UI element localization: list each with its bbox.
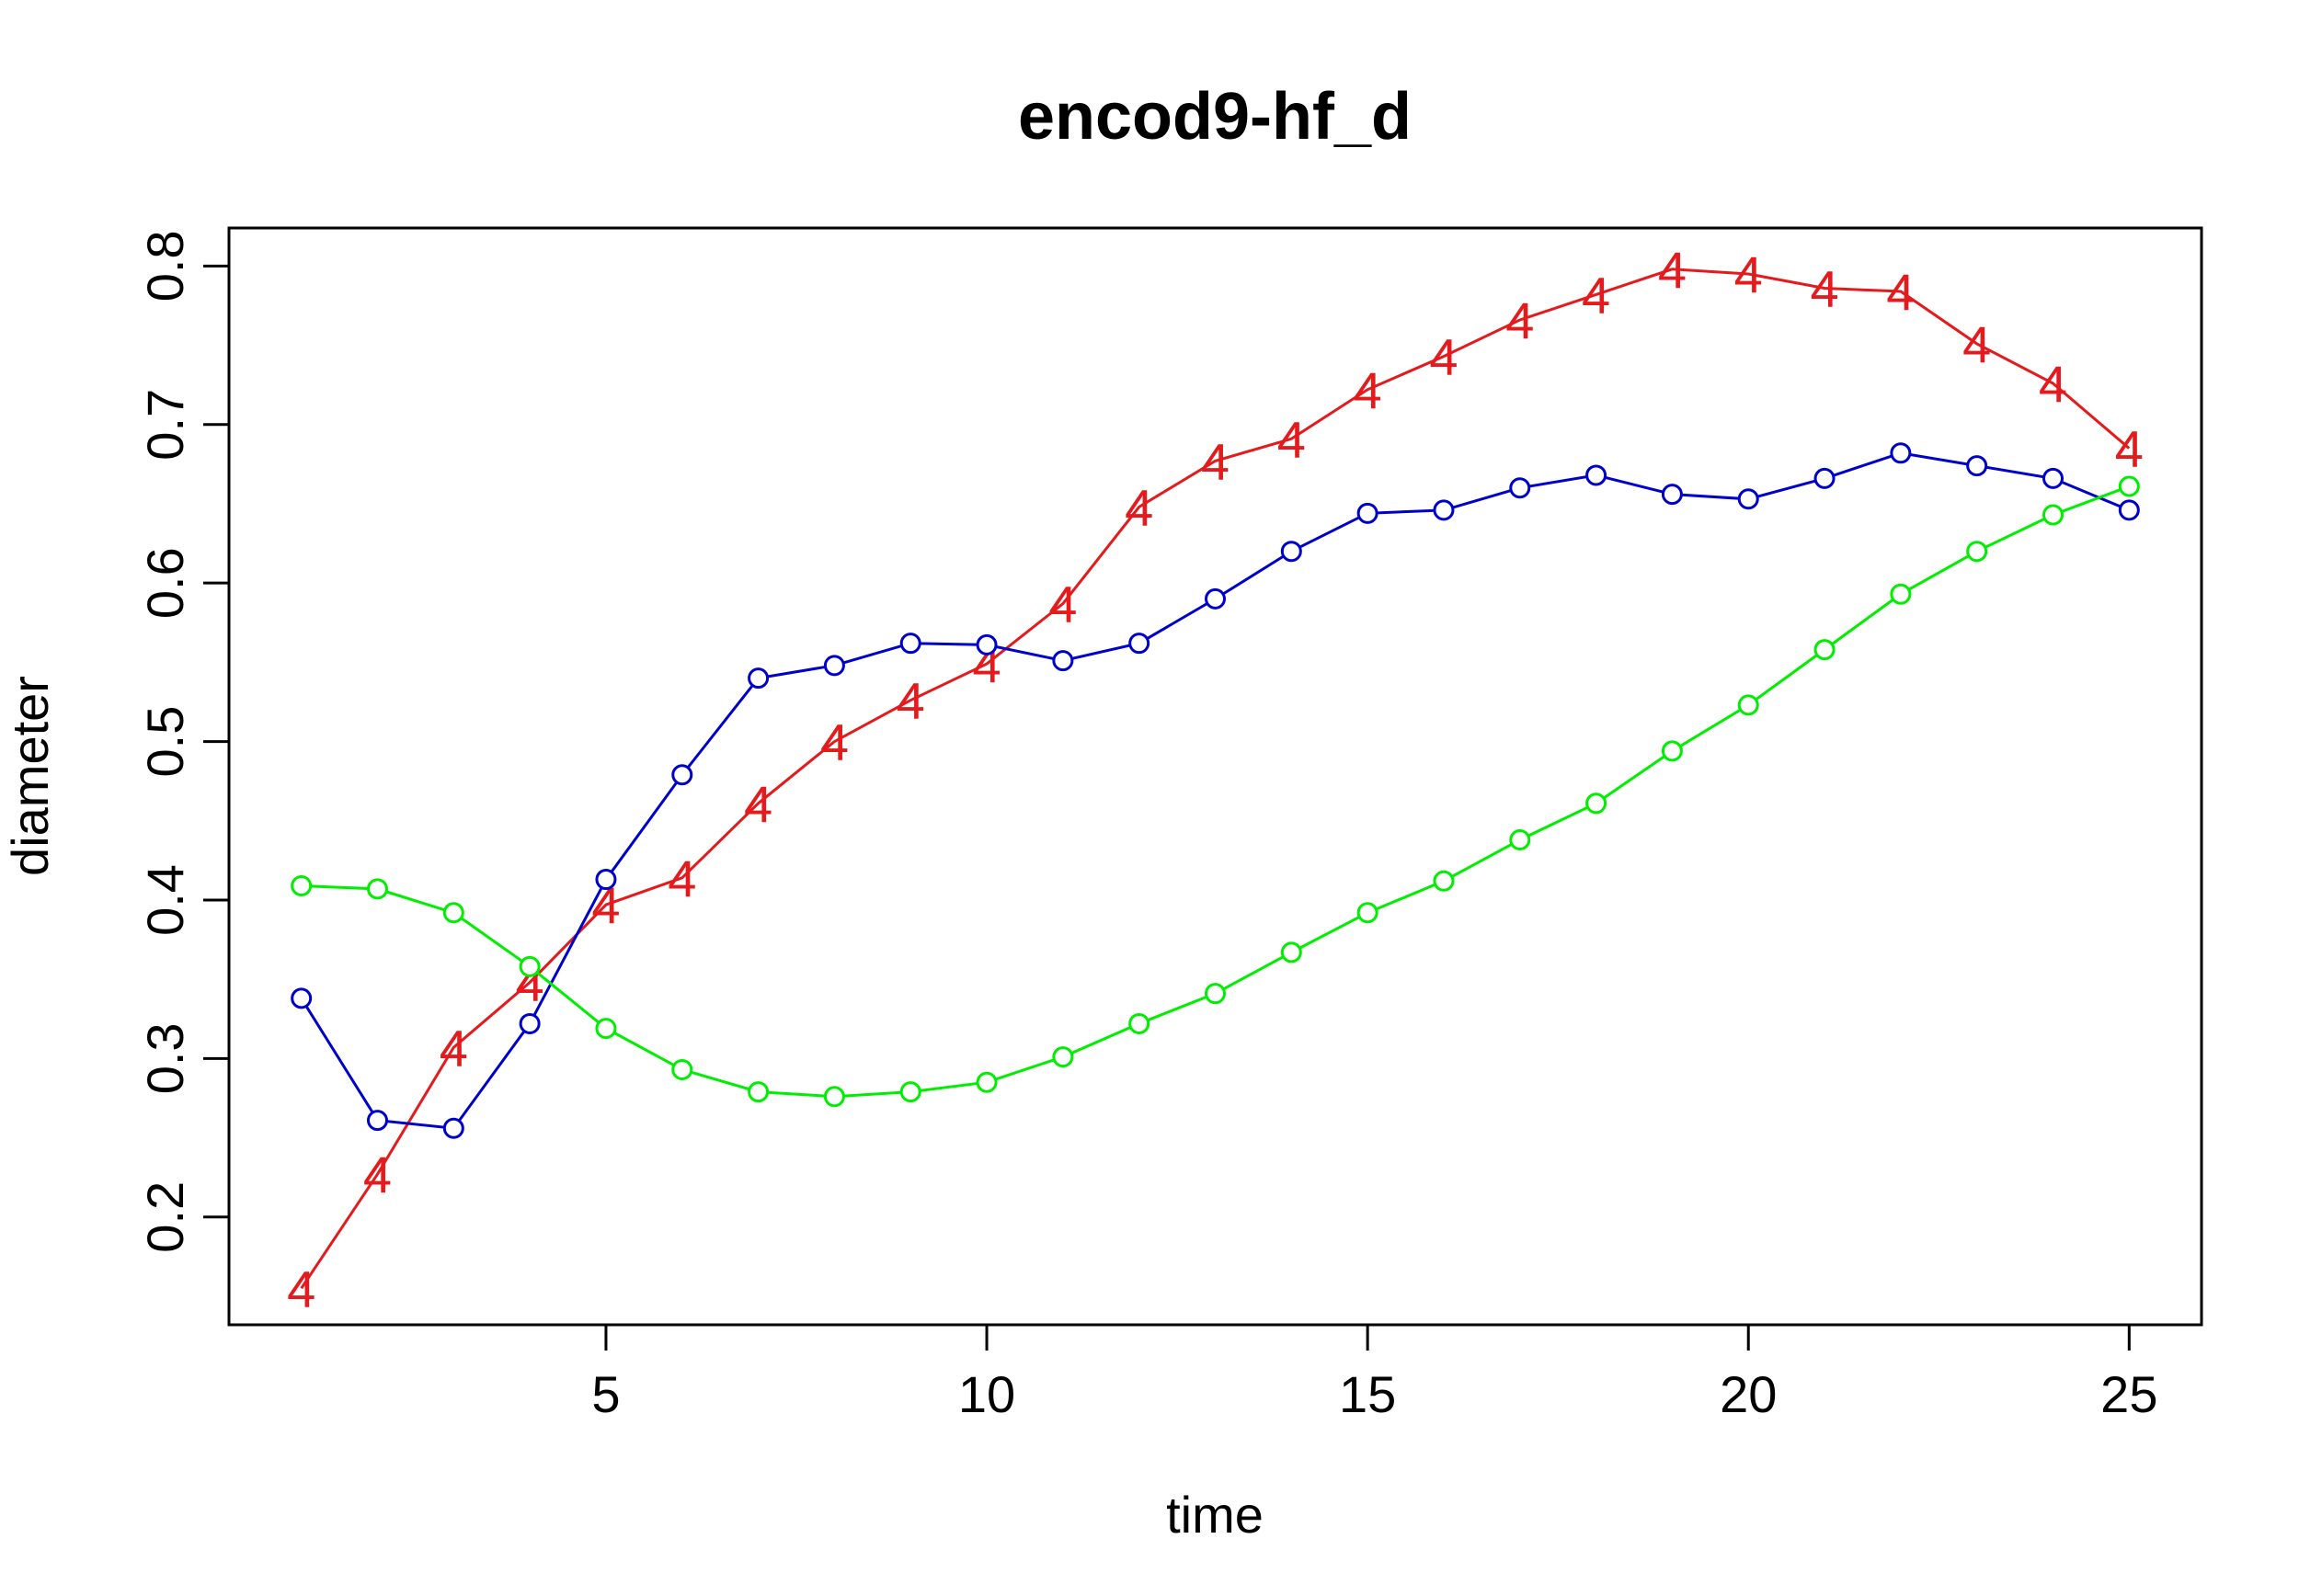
data-point-label: 4 [1962, 315, 1991, 373]
data-point [1585, 792, 1607, 815]
data-point-label: 4 [744, 775, 772, 833]
data-point [748, 1081, 770, 1103]
chart-title: encod9-hf_d [1018, 80, 1412, 154]
y-tick-label: 0.4 [136, 864, 194, 936]
data-point-label: 4 [2115, 420, 2144, 478]
x-axis: 5 10 15 20 25 [591, 1323, 2157, 1423]
data-point [1433, 870, 1455, 892]
data-point [1356, 902, 1378, 924]
data-point-label: 4 [1658, 241, 1687, 299]
data-point [1737, 694, 1759, 716]
data-point [1128, 633, 1150, 655]
series-3 [291, 475, 2140, 1108]
y-tick-label: 0.6 [136, 547, 194, 619]
series-line [300, 451, 2130, 1130]
data-point [1433, 499, 1455, 521]
data-point [1585, 464, 1607, 486]
data-point-label: 4 [897, 672, 925, 730]
data-point [976, 633, 998, 656]
plot-frame [227, 226, 2203, 1327]
data-point-label: 4 [440, 1019, 468, 1077]
x-axis-label: time [1166, 1486, 1264, 1544]
data-point [2042, 467, 2065, 489]
data-point [1205, 587, 1226, 610]
series-2 [291, 442, 2140, 1139]
data-point [823, 655, 845, 677]
data-point [1890, 583, 1912, 605]
data-point [1661, 740, 1683, 762]
x-tick-label: 15 [1339, 1365, 1396, 1423]
data-point-label: 4 [1582, 266, 1610, 324]
x-tick-label: 5 [591, 1365, 620, 1423]
data-point-label: 4 [1810, 260, 1838, 318]
data-point [595, 869, 617, 891]
data-point [823, 1086, 845, 1108]
data-point [1737, 488, 1759, 510]
data-point-label: 4 [1277, 410, 1306, 468]
data-point [899, 633, 921, 655]
data-point [1813, 639, 1836, 661]
data-point [442, 902, 464, 924]
data-point-label: 4 [363, 1146, 392, 1203]
data-point [1128, 1012, 1150, 1034]
data-point [2118, 499, 2140, 521]
data-point-label: 4 [668, 849, 696, 907]
data-point-label: 4 [1354, 361, 1382, 419]
data-point [291, 874, 313, 896]
data-point [366, 1110, 388, 1132]
data-point-label: 4 [1429, 328, 1458, 386]
data-point-label: 4 [1734, 245, 1763, 303]
data-point [1890, 442, 1912, 464]
data-point [1280, 941, 1302, 963]
y-axis: 0.2 0.3 0.4 0.5 0.6 0.7 0.8 [136, 230, 231, 1253]
data-point [1509, 477, 1531, 499]
series-line [301, 484, 2130, 1099]
data-point [366, 878, 388, 900]
y-tick-label: 0.3 [136, 1022, 194, 1094]
data-point [1052, 1046, 1074, 1068]
data-point [899, 1081, 921, 1103]
data-point [1356, 502, 1378, 524]
data-point-label: 4 [287, 1260, 315, 1317]
data-point-label: 4 [1505, 291, 1534, 349]
data-point [519, 955, 541, 977]
data-point [1813, 467, 1836, 489]
data-point [976, 1071, 998, 1093]
data-point [2042, 504, 2065, 526]
data-point [442, 1117, 464, 1139]
data-point [671, 1058, 693, 1080]
data-point [1052, 650, 1074, 672]
series-line [300, 268, 2131, 1290]
data-point [291, 987, 313, 1009]
data-point-label: 4 [820, 713, 849, 771]
data-point-label: 4 [1125, 478, 1153, 536]
y-tick-label: 0.8 [136, 230, 194, 302]
data-point [1661, 484, 1683, 506]
y-axis-label: diameter [1, 676, 59, 876]
data-point [1280, 541, 1302, 563]
data-point [1966, 541, 1988, 563]
data-point-label: 4 [2039, 355, 2067, 413]
data-point [671, 764, 693, 786]
y-tick-label: 0.7 [136, 389, 194, 461]
x-tick-label: 20 [1720, 1365, 1777, 1423]
data-point [748, 667, 770, 690]
data-point-label: 4 [1201, 432, 1230, 490]
data-point [1966, 455, 1988, 477]
data-point [1509, 828, 1531, 850]
y-tick-label: 0.2 [136, 1181, 194, 1253]
data-point [2118, 475, 2140, 497]
y-tick-label: 0.5 [136, 706, 194, 778]
data-point-label: 4 [1886, 263, 1915, 321]
data-point [595, 1018, 617, 1040]
data-point [519, 1012, 541, 1034]
data-point-label: 4 [1048, 576, 1077, 633]
x-tick-label: 10 [958, 1365, 1015, 1423]
x-tick-label: 25 [2100, 1365, 2157, 1423]
data-point [1205, 983, 1226, 1005]
